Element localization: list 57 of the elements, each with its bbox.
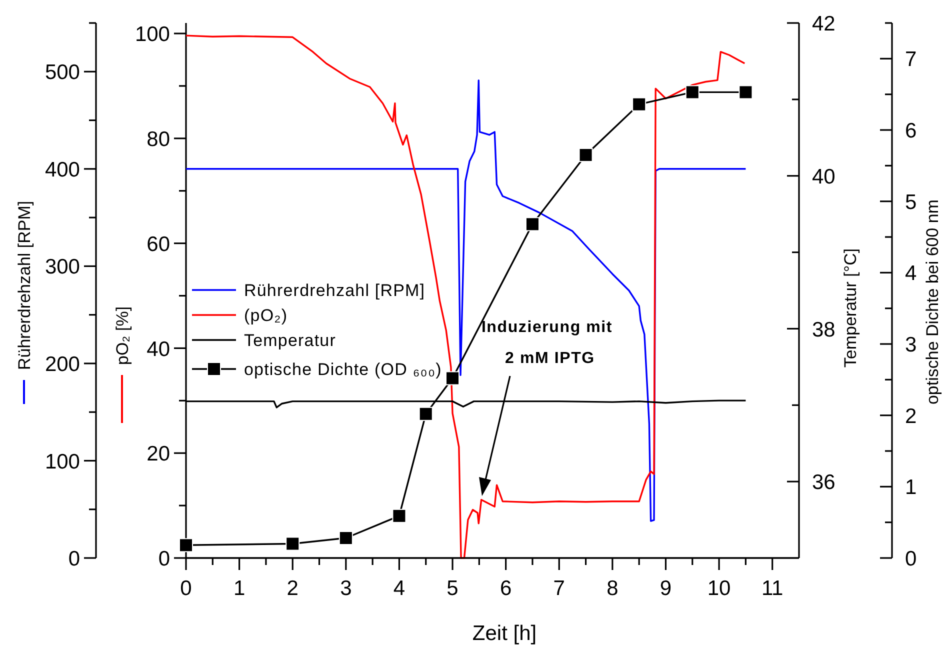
x-tick-label: 10 (707, 577, 731, 600)
x-tick-label: 2 (286, 577, 298, 600)
y-tick-label: 36 (812, 471, 836, 494)
y-tick-label: 40 (812, 165, 836, 188)
y2-axis-title: optische Dichte bei 600 nm (923, 199, 942, 405)
point (685, 85, 700, 100)
x-tick-label: 3 (340, 577, 352, 600)
point (738, 85, 753, 100)
y-tick-label: 20 (146, 442, 170, 466)
x-tick-label: 9 (660, 577, 672, 600)
y-tick-label: 80 (146, 128, 170, 151)
y-tick-label: 40 (146, 338, 170, 361)
y-tick-label: 0 (158, 548, 170, 571)
x-tick-label: 11 (761, 577, 784, 600)
legend-label: Rührerdrehzahl [RPM] (244, 280, 426, 300)
point (446, 371, 460, 386)
point (525, 217, 540, 232)
y-axis-title: pO₂ [%] (113, 306, 132, 365)
y2-tick-label: 1 (905, 476, 917, 500)
point (418, 406, 433, 421)
point (578, 148, 593, 162)
x-tick-label: 1 (233, 577, 246, 600)
y-tick-label: 38 (812, 318, 836, 342)
point (286, 536, 300, 551)
x-tick-label: 6 (500, 577, 512, 600)
y-tick-label: 100 (134, 23, 170, 46)
y2-tick-label: 3 (905, 334, 917, 357)
y2-tick-label: 100 (44, 450, 80, 474)
y2-tick-label: 5 (905, 190, 917, 214)
y2-tick-label: 6 (905, 120, 917, 143)
point (338, 531, 353, 546)
y2-tick-label: 4 (905, 262, 917, 286)
point (392, 508, 406, 523)
y2-tick-label: 400 (44, 158, 80, 182)
y2-tick-label: 0 (68, 548, 80, 571)
y-tick-label: 42 (812, 12, 836, 36)
x-tick-label: 5 (446, 577, 458, 600)
legend-label: optische Dichte (OD ₆₀₀) (244, 360, 442, 379)
y-axis-title: Temperatur [°C] (841, 248, 860, 368)
y-tick-label: 60 (146, 232, 170, 256)
y2-axis-title: Rührerdrehzahl [RPM] (15, 200, 34, 370)
x-axis-title: Zeit [h] (472, 622, 537, 645)
x-tick-label: 0 (180, 577, 192, 600)
y2-tick-label: 2 (905, 404, 917, 428)
y2-tick-label: 500 (44, 61, 80, 84)
point (632, 97, 646, 112)
legend-label: (pO₂) (244, 306, 288, 325)
y2-tick-label: 200 (44, 353, 80, 376)
point (179, 538, 193, 552)
y2-tick-label: 0 (905, 548, 917, 571)
annotation: Induzierung mit 2 mM IPTG (481, 319, 613, 367)
y2-tick-label: 7 (905, 48, 917, 72)
x-tick-label: 4 (393, 577, 406, 600)
x-tick-label: 7 (553, 577, 565, 600)
y2-tick-label: 300 (44, 256, 80, 279)
x-tick-label: 8 (606, 577, 618, 600)
legend-label: Temperatur (244, 330, 336, 350)
